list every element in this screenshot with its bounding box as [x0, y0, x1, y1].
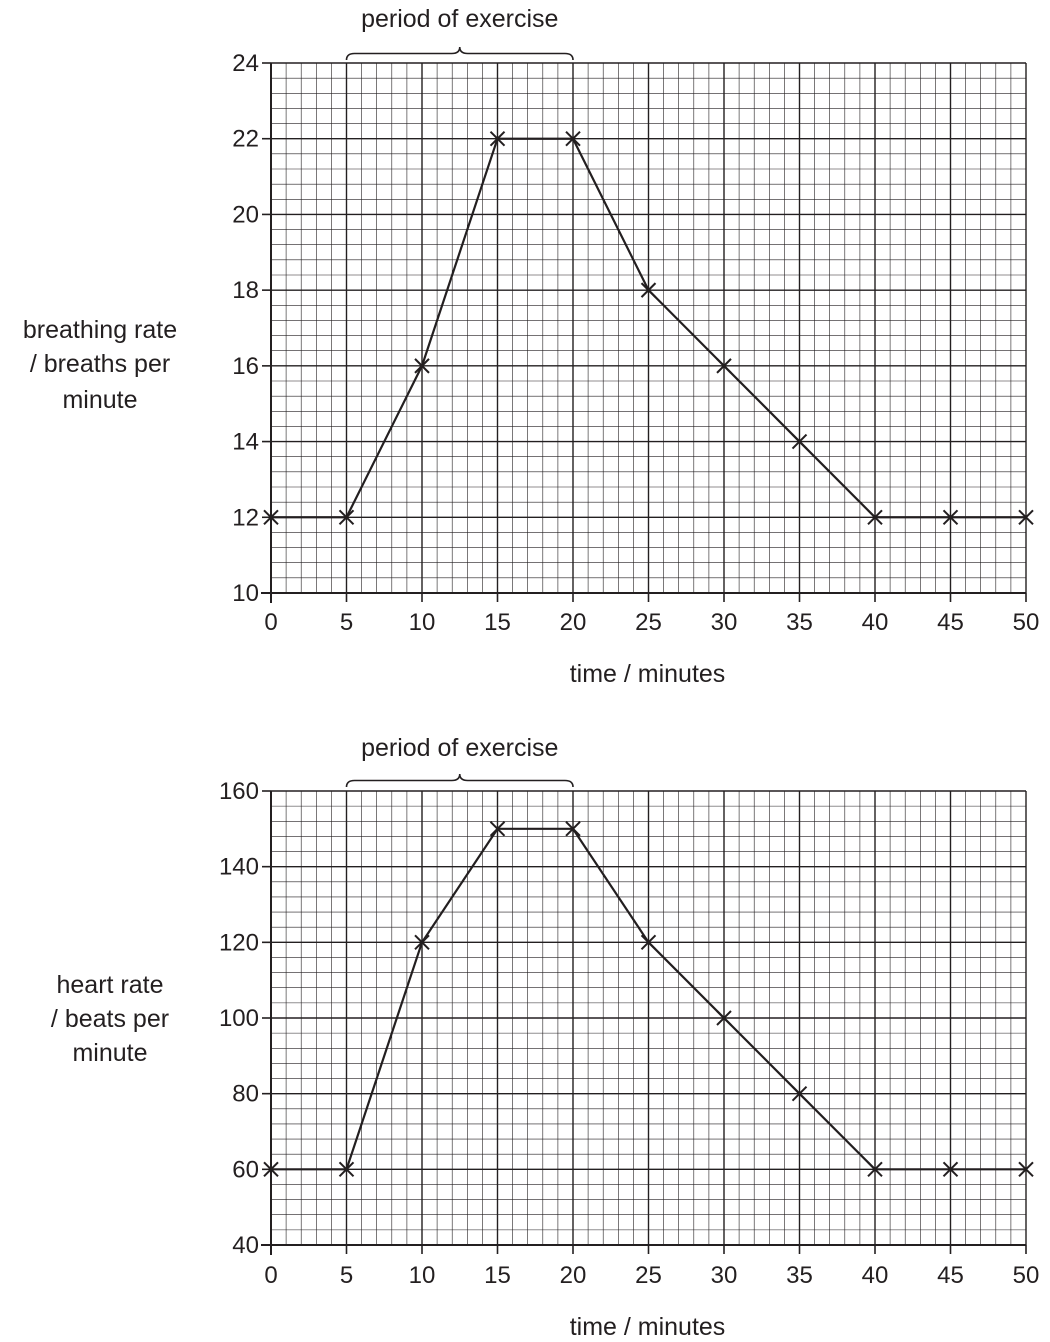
exercise-brace [345, 46, 574, 61]
x-tick-label: 25 [635, 1262, 662, 1289]
x-tick-label: 15 [484, 1262, 511, 1289]
x-tick-label: 50 [1013, 609, 1040, 636]
y-axis-label-line: / breaths per [30, 350, 170, 378]
y-tick-label: 40 [232, 1232, 259, 1259]
y-tick-label: 140 [219, 854, 259, 881]
x-tick-label: 45 [937, 1262, 964, 1289]
data-point-marker [867, 509, 883, 525]
y-tick-label: 20 [232, 201, 259, 228]
x-tick-label: 30 [711, 609, 738, 636]
y-tick-label: 80 [232, 1081, 259, 1108]
x-axis-label: time / minutes [570, 1313, 726, 1341]
data-point-marker [1018, 509, 1034, 525]
data-point-marker [565, 821, 581, 837]
data-point-marker [640, 282, 657, 298]
y-tick-label: 60 [232, 1156, 259, 1183]
data-point-marker [414, 934, 430, 951]
y-tick-label: 18 [232, 277, 259, 304]
data-point-marker [338, 509, 355, 525]
y-tick-label: 16 [232, 353, 259, 380]
grid [270, 790, 1027, 1246]
x-tick-label: 40 [862, 1262, 889, 1289]
x-tick-label: 20 [560, 609, 587, 636]
data-point-marker [942, 509, 959, 525]
x-tick-label: 25 [635, 609, 662, 636]
data-point-marker [640, 934, 657, 951]
data-point-marker [263, 509, 279, 525]
x-tick-label: 35 [786, 1262, 813, 1289]
heart-rate-chart: 0 5 10 15 20 25 30 35 40 45 50 40 60 80 100 120 140 160 ti… [51, 734, 1039, 1341]
x-tick-label: 15 [484, 609, 511, 636]
data-point-marker [489, 131, 506, 147]
data-point-marker [338, 1161, 355, 1178]
data-point-marker [414, 358, 430, 374]
y-tick-label: 10 [232, 580, 259, 607]
data-point-marker [565, 131, 581, 147]
x-tick-label: 45 [937, 609, 964, 636]
y-axis-label-line: minute [72, 1039, 147, 1067]
y-axis-label-line: heart rate [56, 971, 163, 999]
breathing-rate-chart: 0 5 10 15 20 25 30 35 40 45 50 10 12 14 16 18 20 22 24 time… [23, 5, 1039, 688]
annotation-period-of-exercise: period of exercise [361, 5, 558, 33]
x-tick-label: 5 [340, 1262, 353, 1289]
data-point-marker [716, 1010, 732, 1026]
x-tick-label: 0 [264, 609, 277, 636]
y-axis-label-line: minute [62, 386, 137, 414]
data-point-marker [791, 1085, 808, 1102]
data-point-marker [263, 1161, 279, 1178]
data-point-marker [791, 433, 808, 450]
x-tick-label: 30 [711, 1262, 738, 1289]
x-tick-label: 10 [409, 1262, 436, 1289]
y-tick-label: 24 [232, 50, 259, 77]
y-axis-label-line: / beats per [51, 1005, 169, 1033]
x-tick-label: 10 [409, 609, 436, 636]
data-point-marker [942, 1161, 959, 1178]
data-point-marker [489, 821, 506, 837]
y-tick-label: 22 [232, 126, 259, 153]
x-tick-label: 50 [1013, 1262, 1040, 1289]
x-tick-label: 0 [264, 1262, 277, 1289]
data-point-marker [1018, 1161, 1034, 1178]
x-axis-label: time / minutes [570, 660, 726, 688]
annotation-period-of-exercise: period of exercise [361, 734, 558, 762]
y-axis-label-line: breathing rate [23, 316, 177, 344]
exercise-brace [345, 773, 574, 788]
x-tick-label: 40 [862, 609, 889, 636]
y-tick-label: 120 [219, 929, 259, 956]
x-tick-label: 20 [560, 1262, 587, 1289]
grid [270, 62, 1027, 594]
x-tick-label: 35 [786, 609, 813, 636]
data-point-marker [716, 358, 732, 374]
y-tick-label: 14 [232, 429, 259, 456]
x-tick-label: 5 [340, 609, 353, 636]
y-tick-label: 100 [219, 1005, 259, 1032]
y-tick-label: 12 [232, 504, 259, 531]
y-tick-label: 160 [219, 778, 259, 805]
data-point-marker [867, 1161, 883, 1178]
